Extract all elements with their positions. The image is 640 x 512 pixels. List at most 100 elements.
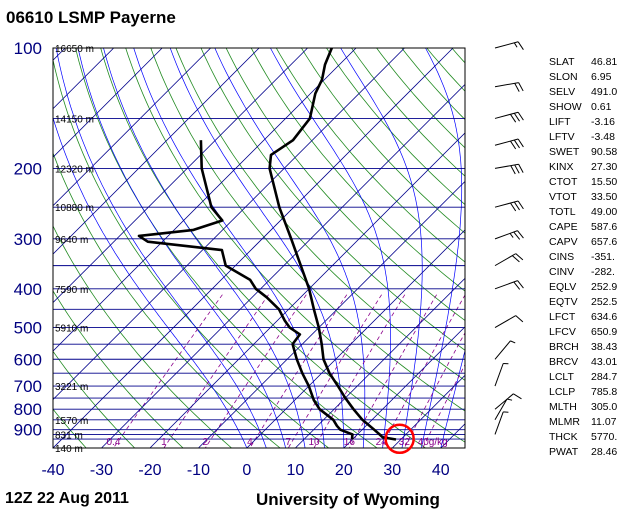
mixing-ratio-label: 0.4	[106, 437, 120, 448]
temperature-tick-label: 30	[383, 462, 401, 479]
temperature-trace	[268, 47, 397, 441]
index-row: LCLT 284.7	[549, 371, 637, 386]
mixing-ratio-line	[249, 294, 348, 448]
footer-source: University of Wyoming	[256, 490, 440, 509]
wind-barb-staff	[494, 363, 504, 387]
temperature-tick-label: 40	[432, 462, 450, 479]
index-key: SELV	[549, 86, 576, 98]
wind-barb-staff	[494, 315, 517, 329]
wind-barbs	[494, 41, 524, 435]
index-value: 27.30	[591, 161, 618, 173]
mixing-ratio-line	[422, 363, 465, 448]
dry-adiabat-line	[376, 48, 465, 149]
dry-adiabat-line	[200, 48, 465, 351]
index-key: CAPE	[549, 221, 578, 233]
index-key: CINS	[549, 251, 575, 263]
index-value: 650.9	[591, 326, 618, 338]
wind-barb-half-feather	[509, 233, 514, 238]
index-key: BRCH	[549, 341, 579, 353]
isotherm-line	[101, 83, 465, 448]
temperature-axis-labels: -40 -30 -20 -10 0 10 20 30 40	[41, 462, 449, 479]
index-key: CAPV	[549, 236, 578, 248]
index-value: 0.61	[591, 101, 612, 113]
height-label: 16650 m	[55, 44, 94, 55]
dry-adiabat-line	[53, 225, 232, 448]
dewpoint-trace	[137, 140, 354, 440]
index-row: SLAT 46.81	[549, 56, 637, 71]
index-value: 491.0	[591, 86, 618, 98]
mixing-ratio-line	[287, 294, 382, 448]
moist-adiabat-line	[214, 48, 366, 448]
mixing-ratio-line	[404, 331, 465, 448]
dry-adiabat-line	[175, 48, 465, 381]
wind-barb-half-feather	[506, 398, 513, 401]
isotherm-line	[53, 48, 211, 207]
temperature-tick-label: -10	[187, 462, 210, 479]
height-label: 831 m	[55, 430, 83, 441]
height-label: 14150 m	[55, 114, 94, 125]
index-value: 15.50	[591, 176, 618, 188]
index-value: 49.00	[591, 206, 618, 218]
wind-barb-feather	[513, 201, 520, 211]
temperature-tick-label: 0	[242, 462, 251, 479]
wind-barb-staff	[494, 138, 519, 146]
index-row: EQTV 252.5	[549, 296, 637, 311]
wind-barb-feather	[518, 82, 524, 92]
index-value: 46.81	[591, 56, 618, 68]
index-value: 252.9	[591, 281, 618, 293]
mixing-ratio-label: 40g/kg	[418, 437, 448, 448]
dry-adiabat-line	[225, 48, 465, 321]
dry-adiabat-line	[150, 48, 465, 412]
isotherm-line	[392, 374, 465, 448]
height-label: 1570 m	[55, 416, 88, 427]
index-key: LFCV	[549, 326, 576, 338]
wind-barb	[494, 111, 524, 123]
wind-barb-staff	[494, 200, 519, 208]
wind-barb-feather	[510, 140, 517, 150]
pressure-label: 200	[14, 159, 42, 178]
index-key: CINV	[549, 266, 575, 278]
mixing-ratio-line	[163, 294, 269, 448]
index-key: LCLP	[549, 386, 576, 398]
pressure-label: 100	[14, 39, 42, 58]
height-label: 7590 m	[55, 285, 88, 296]
isotherm-line	[198, 180, 465, 448]
wind-barb	[494, 411, 509, 435]
wind-barb	[494, 398, 513, 421]
mixing-ratio-label: 1	[161, 437, 167, 448]
wind-barb-feather	[517, 230, 524, 239]
index-key: VTOT	[549, 191, 577, 203]
isotherm-line	[343, 326, 465, 448]
index-key: SLAT	[549, 56, 575, 68]
wind-barb	[494, 41, 524, 50]
index-row: CINV -282.	[549, 266, 637, 281]
mixing-ratio-line	[380, 294, 465, 448]
pressure-label: 500	[14, 319, 42, 338]
wind-barb	[494, 315, 524, 329]
index-key: KINX	[549, 161, 574, 173]
index-row: VTOT 33.50	[549, 191, 637, 206]
mixing-ratio-labels: 0.4 1 2 4 7 10 16 24 32 40g/kg	[106, 437, 447, 448]
background-lines	[53, 48, 465, 448]
index-key: LIFT	[549, 116, 571, 128]
wind-barb-staff	[494, 340, 511, 360]
index-row: SWET 90.58	[549, 146, 637, 161]
dry-adiabat-line	[275, 48, 465, 263]
pressure-label: 600	[14, 350, 42, 369]
wind-barb-feather	[517, 200, 524, 210]
mixing-ratio-line	[113, 294, 223, 448]
index-value: -282.	[591, 266, 615, 278]
wind-barb-staff	[494, 111, 519, 119]
wind-barb	[494, 138, 524, 150]
dry-adiabat-line	[75, 48, 378, 448]
isotherm-line	[295, 277, 465, 448]
mixing-ratio-label: 10	[308, 437, 320, 448]
index-value: 284.7	[591, 371, 618, 383]
wind-barb	[494, 362, 509, 387]
index-row: BRCH 38.43	[549, 341, 637, 356]
wind-barb	[494, 82, 524, 92]
index-key: SHOW	[549, 101, 582, 113]
index-value: 252.5	[591, 296, 618, 308]
wind-barb	[494, 230, 524, 240]
mixing-ratio-label: 4	[247, 437, 253, 448]
